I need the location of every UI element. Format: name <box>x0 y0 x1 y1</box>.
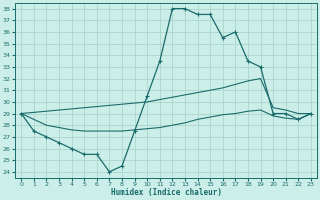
X-axis label: Humidex (Indice chaleur): Humidex (Indice chaleur) <box>111 188 221 197</box>
